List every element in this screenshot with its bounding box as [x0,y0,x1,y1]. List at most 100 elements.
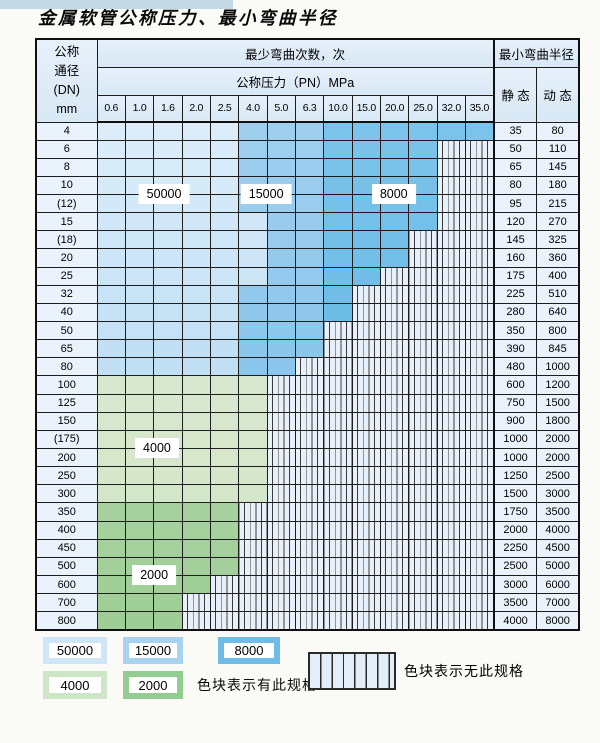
no-spec-cell [266,611,296,631]
spec-cell-g1 [181,375,211,395]
spec-cell-b1 [153,321,183,341]
spec-cell-b1 [209,302,240,323]
no-spec-cell [379,266,410,286]
no-spec-cell [379,556,410,577]
spec-cell-g1 [96,448,126,468]
spec-cell-g2 [96,575,126,595]
no-spec-cell [436,466,466,486]
spec-cell-g1 [209,375,240,395]
spec-cell-g1 [96,393,126,413]
dn-value-cell: 400 [35,520,98,540]
spec-cell-b2 [238,157,268,177]
dn-value-cell: 150 [35,411,98,431]
no-spec-cell [294,448,325,468]
legend-swatch-label: 8000 [224,643,274,658]
no-spec-cell [351,448,381,468]
table-row: 150 900 1800 [35,411,580,431]
no-spec-cell [408,339,438,359]
spec-cell-b1 [153,339,183,359]
spec-cell-g1 [238,448,268,468]
pressure-radius-table: 公称 通径 (DN) mm 最少弯曲次数，次 最小弯曲半径 公称压力（PN）MPa 静 态动 … [35,38,580,631]
spec-cell-b1 [153,121,183,141]
no-spec-cell [408,375,438,395]
table-row: 4 35 80 [35,121,580,141]
legend-row-green: 4000 2000 色块表示有此规格 [43,671,317,699]
no-spec-cell [436,556,466,577]
spec-cell-b1 [96,302,126,323]
table-row: 350 1750 3500 [35,502,580,522]
spec-cell-b1 [153,230,183,250]
table-row: 15 120 270 [35,212,580,232]
pressure-value-cell: 10.0 [323,94,353,123]
no-spec-cell [464,339,495,359]
spec-cell-b1 [96,357,126,377]
spec-cell-b3 [408,157,438,177]
no-spec-cell [323,375,353,395]
dynamic-radius-cell: 325 [536,230,580,250]
spec-cell-b1 [209,248,240,268]
spec-cell-g2 [96,502,126,522]
spec-cell-b1 [96,284,126,304]
no-spec-cell [323,466,353,486]
static-radius-cell: 3000 [493,575,538,595]
dn-value-cell: 25 [35,266,98,286]
no-spec-cell [464,284,495,304]
no-spec-cell [464,157,495,177]
table-row: (18) 145 325 [35,230,580,250]
pressure-value-cell: 1.6 [153,94,183,123]
spec-cell-b2 [294,266,325,286]
no-spec-cell [323,339,353,359]
static-header-cell: 静 态 [493,66,538,123]
legend-has-spec-caption: 色块表示有此规格 [197,677,317,693]
spec-cell-b2 [266,230,296,250]
spec-cell-b2 [294,121,325,141]
no-spec-cell [436,302,466,323]
no-spec-cell [408,284,438,304]
pressure-value-cell: 1.0 [124,94,155,123]
dn-value-cell: 800 [35,611,98,631]
spec-cell-b2 [238,121,268,141]
no-spec-cell [464,484,495,504]
spec-cell-g2 [124,538,155,558]
spec-cell-b3 [351,121,381,141]
no-spec-cell [294,575,325,595]
no-spec-cell [323,484,353,504]
spec-cell-b1 [209,266,240,286]
dynamic-radius-cell: 2500 [536,466,580,486]
spec-cell-g2 [124,593,155,613]
spec-cell-b3 [351,139,381,159]
spec-cell-b1 [124,357,155,377]
dynamic-radius-cell: 4500 [536,538,580,558]
no-spec-cell [294,411,325,431]
spec-cell-b1 [124,302,155,323]
no-spec-cell [464,502,495,522]
spec-cell-b1 [209,194,240,214]
spec-cell-b3 [351,212,381,232]
no-spec-cell [266,429,296,450]
spec-cell-b1 [209,339,240,359]
spec-cell-g1 [181,484,211,504]
dynamic-radius-cell: 640 [536,302,580,323]
table-row: 600 3000 6000 [35,575,580,595]
no-spec-cell [379,538,410,558]
dynamic-radius-cell: 8000 [536,611,580,631]
no-spec-cell [436,611,466,631]
dynamic-radius-cell: 270 [536,212,580,232]
dn-value-cell: 40 [35,302,98,323]
static-radius-cell: 280 [493,302,538,323]
no-spec-cell [351,375,381,395]
spec-cell-b3 [436,121,466,141]
spec-cell-b3 [323,139,353,159]
static-radius-cell: 600 [493,375,538,395]
no-spec-cell [351,429,381,450]
no-spec-cell [266,556,296,577]
spec-cell-b3 [379,139,410,159]
table-row: 700 3500 7000 [35,593,580,613]
spec-cell-b3 [323,121,353,141]
no-spec-cell [294,466,325,486]
static-radius-cell: 900 [493,411,538,431]
dynamic-radius-cell: 6000 [536,575,580,595]
no-spec-cell [436,538,466,558]
spec-cell-b3 [408,139,438,159]
no-spec-cell [294,502,325,522]
